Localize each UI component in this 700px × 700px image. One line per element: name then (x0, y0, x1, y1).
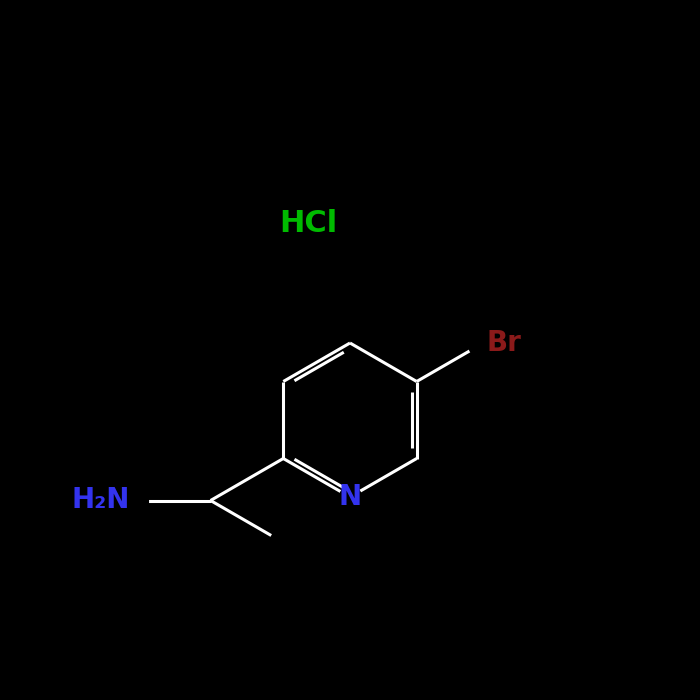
Text: Br: Br (487, 329, 522, 357)
Text: N: N (338, 483, 362, 511)
Text: H₂N: H₂N (71, 486, 130, 514)
Text: HCl: HCl (279, 209, 337, 239)
